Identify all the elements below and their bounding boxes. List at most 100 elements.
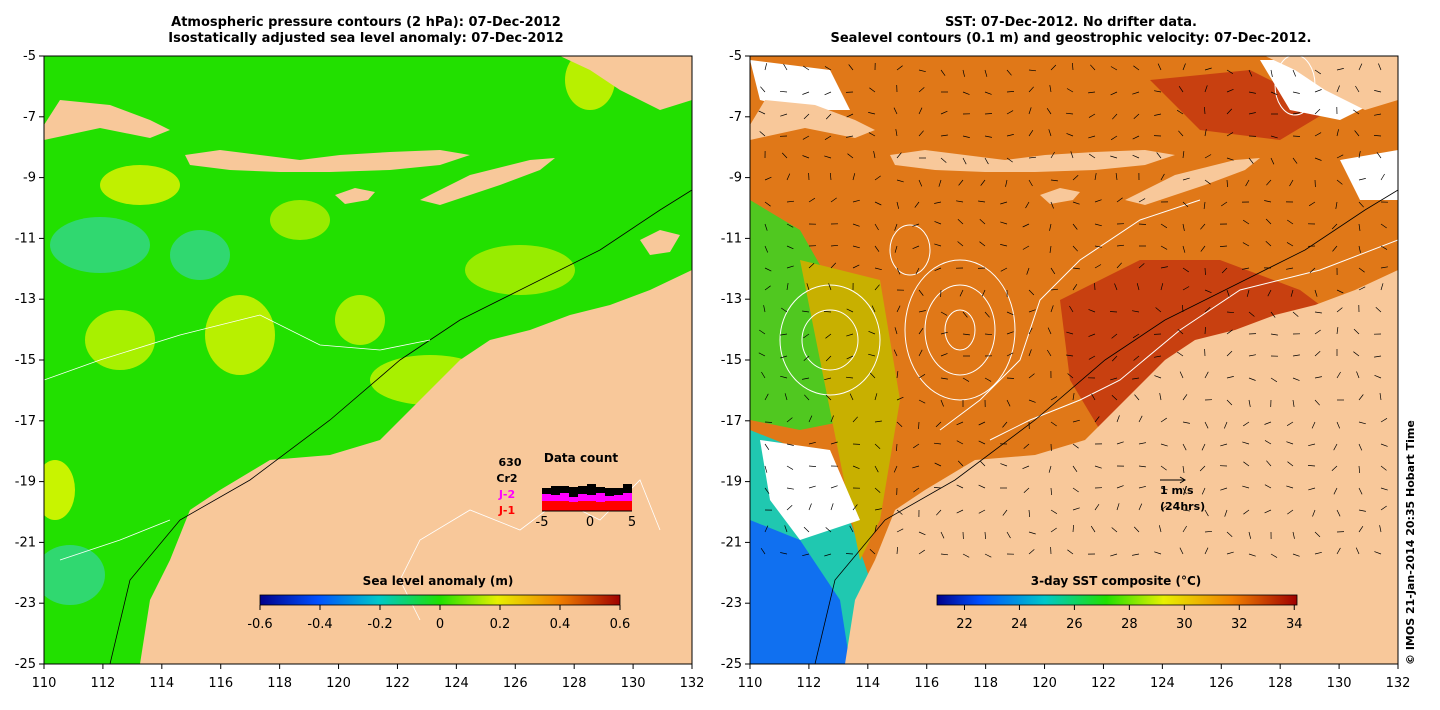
lon-tick-label: 122	[1091, 676, 1116, 691]
velocity-vector	[1380, 173, 1385, 181]
credit-text: © IMOS 21-Jan-2014 20:35 Hobart Time	[1404, 420, 1417, 665]
velocity-vector	[1094, 282, 1096, 291]
velocity-vector	[1243, 461, 1250, 467]
velocity-vector	[852, 264, 860, 269]
velocity-vector	[845, 553, 854, 555]
lat-tick-label: -25	[15, 657, 36, 672]
velocity-vector	[1204, 509, 1209, 517]
velocity-vector	[918, 69, 926, 73]
velocity-vector	[1160, 487, 1168, 491]
velocity-vector	[1132, 333, 1140, 339]
sst-colorbar-ticks: 22 24 26 28 30 32 34	[956, 605, 1303, 632]
velocity-vector	[830, 244, 839, 247]
velocity-vector	[1065, 112, 1074, 115]
velocity-vector	[1314, 69, 1321, 75]
data-count-sat1: Cr2	[496, 472, 517, 485]
australia-land	[845, 270, 1398, 664]
velocity-vector	[1000, 221, 1008, 225]
velocity-vector	[1006, 399, 1011, 407]
sst-yellowish-region	[800, 260, 900, 560]
velocity-vector	[1380, 443, 1388, 447]
velocity-vector	[1204, 267, 1206, 276]
velocity-vector	[1115, 173, 1118, 181]
velocity-vector	[896, 396, 904, 401]
velocity-vector	[1270, 553, 1278, 558]
velocity-vector	[1226, 69, 1234, 74]
velocity-vector	[896, 179, 904, 183]
velocity-vector	[1358, 526, 1364, 533]
velocity-vector	[984, 69, 988, 77]
velocity-vector	[1336, 85, 1340, 93]
velocity-vector	[896, 267, 901, 275]
velocity-vector	[1088, 355, 1096, 360]
data-count-tick-label: 0	[586, 515, 594, 530]
velocity-vector	[1094, 245, 1102, 248]
velocity-vector	[896, 152, 902, 159]
velocity-vector	[1133, 355, 1140, 361]
velocity-vector	[1132, 135, 1140, 140]
velocity-vector	[1204, 326, 1206, 335]
velocity-vector	[764, 267, 772, 272]
velocity-vector	[1046, 108, 1052, 115]
velocity-vector	[824, 91, 832, 96]
left-title-line2: Isostatically adjusted sea level anomaly…	[168, 31, 563, 46]
velocity-vector	[1088, 309, 1096, 313]
velocity-vector	[873, 151, 876, 159]
velocity-vector	[1266, 179, 1272, 186]
colorbar-tick-label: 22	[956, 617, 973, 632]
velocity-vector	[1028, 349, 1032, 357]
velocity-vector	[808, 503, 812, 511]
velocity-vector	[896, 443, 898, 452]
velocity-vector	[806, 283, 810, 291]
velocity-vector	[1380, 418, 1388, 423]
velocity-vector	[1226, 399, 1233, 406]
j2-bar	[578, 494, 587, 501]
velocity-vector	[808, 262, 815, 269]
velocity-vector	[1050, 509, 1058, 514]
velocity-vector	[940, 531, 945, 539]
velocity-vector	[918, 421, 920, 430]
velocity-vector	[896, 546, 898, 555]
velocity-vector	[1242, 441, 1250, 445]
lat-tick-label: -9	[23, 171, 36, 186]
velocity-vector	[979, 219, 986, 225]
velocity-vector	[823, 311, 832, 313]
data-count-tick-label: 5	[628, 515, 636, 530]
velocity-vector	[1094, 504, 1100, 511]
velocity-vector	[1331, 465, 1338, 472]
velocity-vector	[1226, 376, 1234, 379]
velocity-vector	[1006, 377, 1015, 379]
velocity-vector	[1028, 130, 1034, 137]
velocity-vector	[918, 107, 923, 115]
velocity-vector	[1111, 355, 1118, 362]
sumba-island	[335, 188, 375, 204]
velocity-vector	[1264, 421, 1272, 425]
velocity-vector	[852, 173, 856, 181]
velocity-vector	[1336, 547, 1341, 555]
sea-level-contour	[801, 309, 859, 371]
velocity-vector	[1088, 135, 1096, 139]
velocity-vector	[1028, 69, 1037, 72]
velocity-vector	[1006, 331, 1014, 335]
velocity-vector	[1242, 267, 1250, 270]
velocity-vector	[1072, 524, 1074, 533]
velocity-vector	[1154, 355, 1162, 358]
velocity-vector	[1226, 311, 1235, 314]
velocity-vector	[934, 243, 942, 247]
velocity-vector	[846, 333, 854, 337]
velocity-vector	[1292, 377, 1300, 381]
lon-tick-label: 132	[680, 676, 705, 691]
velocity-vector	[918, 87, 925, 93]
velocity-vector	[1248, 157, 1254, 164]
velocity-vector	[808, 441, 816, 445]
velocity-vector	[1116, 244, 1125, 247]
velocity-vector	[1314, 376, 1322, 379]
velocity-vector	[1336, 68, 1344, 71]
velocity-vector	[1200, 223, 1206, 230]
velocity-vector	[1380, 283, 1384, 291]
velocity-vector	[1050, 527, 1057, 533]
velocity-vector	[1308, 201, 1316, 207]
velocity-vector	[1182, 394, 1188, 401]
velocity-vector	[1110, 91, 1118, 96]
